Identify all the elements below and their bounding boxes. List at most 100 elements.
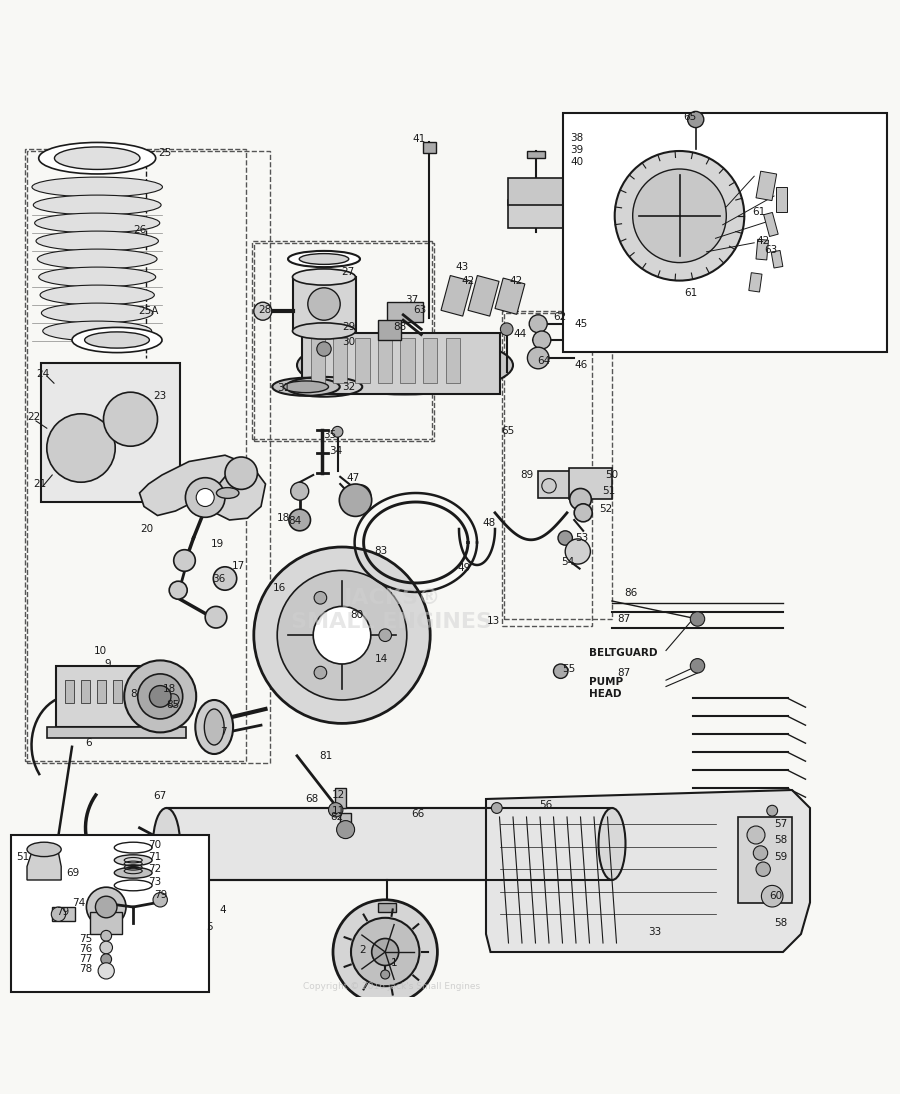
Circle shape xyxy=(100,941,112,954)
Text: 70: 70 xyxy=(148,840,161,850)
Text: 82: 82 xyxy=(330,812,343,822)
Ellipse shape xyxy=(41,303,153,323)
Circle shape xyxy=(332,427,343,438)
Bar xyxy=(400,338,415,383)
Text: 81: 81 xyxy=(320,750,332,760)
Circle shape xyxy=(688,112,704,128)
Circle shape xyxy=(690,659,705,673)
Circle shape xyxy=(86,887,126,927)
Text: 23: 23 xyxy=(154,391,166,400)
Text: JACKS®
SMALL ENGINES: JACKS® SMALL ENGINES xyxy=(291,589,492,631)
Text: 85: 85 xyxy=(166,699,179,710)
Bar xyxy=(11,835,209,992)
Circle shape xyxy=(615,151,744,280)
Text: 54: 54 xyxy=(562,557,574,568)
Circle shape xyxy=(289,509,310,531)
Text: 48: 48 xyxy=(482,517,495,527)
Text: 60: 60 xyxy=(770,892,782,901)
Text: 89: 89 xyxy=(520,470,533,480)
Text: 51: 51 xyxy=(602,486,615,497)
Ellipse shape xyxy=(38,249,157,269)
Bar xyxy=(310,338,325,383)
Bar xyxy=(562,113,886,351)
Text: 2: 2 xyxy=(359,945,366,955)
Text: 26: 26 xyxy=(133,225,146,235)
Text: 80: 80 xyxy=(351,610,364,620)
Text: 72: 72 xyxy=(148,864,161,874)
Ellipse shape xyxy=(598,808,625,880)
Text: 19: 19 xyxy=(212,539,224,549)
Polygon shape xyxy=(207,464,250,507)
Ellipse shape xyxy=(292,323,356,339)
Text: 56: 56 xyxy=(540,801,553,811)
Circle shape xyxy=(47,414,115,482)
Text: 8: 8 xyxy=(130,689,137,699)
Bar xyxy=(423,142,436,153)
Bar xyxy=(749,272,762,292)
Circle shape xyxy=(570,489,591,510)
Bar xyxy=(569,468,612,499)
Text: 28: 28 xyxy=(258,305,271,315)
Bar xyxy=(378,903,396,911)
Text: 4: 4 xyxy=(219,905,226,915)
Ellipse shape xyxy=(114,842,152,853)
Text: 68: 68 xyxy=(305,794,318,804)
Text: 16: 16 xyxy=(273,582,285,593)
Circle shape xyxy=(328,803,343,817)
Circle shape xyxy=(747,826,765,843)
Text: 20: 20 xyxy=(140,524,153,534)
Ellipse shape xyxy=(204,709,224,745)
Bar xyxy=(56,666,173,728)
Polygon shape xyxy=(486,790,810,952)
Bar xyxy=(756,240,769,260)
Bar xyxy=(764,212,778,236)
Text: 79: 79 xyxy=(155,891,167,900)
Text: 49: 49 xyxy=(458,562,471,572)
Circle shape xyxy=(124,661,196,732)
Text: 43: 43 xyxy=(455,263,468,272)
Text: 61: 61 xyxy=(752,207,765,218)
Circle shape xyxy=(339,484,372,516)
Text: 33: 33 xyxy=(649,928,662,938)
Text: 65: 65 xyxy=(501,426,514,435)
Ellipse shape xyxy=(54,147,140,170)
Text: 12: 12 xyxy=(332,790,345,801)
Circle shape xyxy=(101,930,112,941)
Bar xyxy=(441,276,472,316)
Bar xyxy=(52,907,75,921)
Circle shape xyxy=(205,606,227,628)
Circle shape xyxy=(138,674,183,719)
Text: 18: 18 xyxy=(277,513,290,523)
Circle shape xyxy=(542,478,556,493)
Text: 63: 63 xyxy=(413,305,426,315)
Circle shape xyxy=(558,531,572,545)
Circle shape xyxy=(213,567,237,590)
Bar xyxy=(252,241,432,439)
Bar xyxy=(356,338,370,383)
Text: 51: 51 xyxy=(16,852,29,862)
Bar xyxy=(90,911,122,934)
Text: 6: 6 xyxy=(85,738,92,748)
Circle shape xyxy=(185,478,225,517)
Ellipse shape xyxy=(272,377,340,396)
Text: 65: 65 xyxy=(684,112,697,121)
Polygon shape xyxy=(27,846,61,880)
Circle shape xyxy=(381,970,390,979)
Bar xyxy=(166,808,612,880)
Text: 55: 55 xyxy=(562,663,575,674)
Bar xyxy=(502,311,592,626)
Ellipse shape xyxy=(72,327,162,352)
Text: 25A: 25A xyxy=(139,306,158,316)
Text: 42: 42 xyxy=(462,277,474,287)
Text: 67: 67 xyxy=(154,791,166,801)
Bar xyxy=(113,680,122,702)
Circle shape xyxy=(254,547,430,723)
Ellipse shape xyxy=(195,700,233,754)
Circle shape xyxy=(349,485,371,507)
Circle shape xyxy=(756,862,770,876)
Text: 64: 64 xyxy=(537,356,550,365)
Text: 36: 36 xyxy=(212,573,225,583)
Circle shape xyxy=(554,664,568,678)
Text: 32: 32 xyxy=(343,382,356,392)
Bar xyxy=(292,277,356,331)
